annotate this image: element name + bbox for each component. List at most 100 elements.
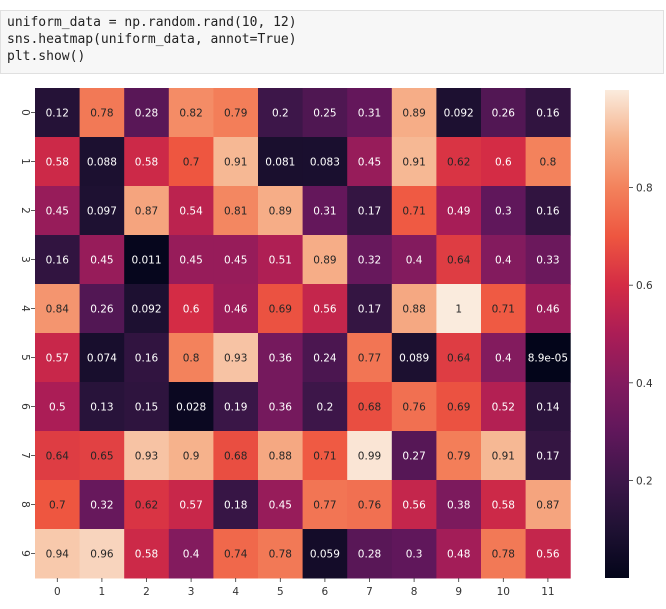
heatmap-cell — [436, 480, 482, 530]
cell-annotation: 0.64 — [46, 451, 70, 463]
cell-annotation: 0.28 — [358, 549, 381, 561]
heatmap-cell — [391, 88, 437, 138]
heatmap-cell — [213, 529, 259, 579]
cell-annotation: 8.9e-05 — [528, 353, 568, 365]
cell-annotation: 0.18 — [224, 500, 247, 512]
cell-annotation: 0.64 — [447, 255, 471, 267]
cell-annotation: 0.78 — [90, 108, 113, 120]
heatmap-cell — [124, 186, 170, 236]
cell-annotation: 0.48 — [447, 549, 470, 561]
heatmap-cell — [35, 529, 81, 579]
heatmap-cell — [168, 235, 214, 285]
cell-annotation: 0.45 — [179, 255, 202, 267]
cell-annotation: 0.32 — [90, 500, 113, 512]
cell-annotation: 0.89 — [313, 255, 336, 267]
cell-annotation: 0.9 — [183, 451, 200, 463]
heatmap-cell — [258, 235, 304, 285]
cell-annotation: 0.78 — [269, 549, 292, 561]
heatmap-cell — [124, 431, 170, 481]
cell-annotation: 0.011 — [131, 255, 161, 267]
cell-annotation: 0.092 — [444, 108, 474, 120]
y-tick-label: 3 — [19, 256, 31, 263]
cell-annotation: 0.16 — [46, 255, 70, 267]
cell-annotation: 0.074 — [87, 353, 117, 365]
heatmap-cell — [347, 431, 393, 481]
cell-annotation: 0.81 — [224, 206, 247, 218]
code-cell[interactable]: uniform_data = np.random.rand(10, 12) sn… — [0, 10, 664, 74]
x-tick-label: 9 — [455, 586, 462, 598]
heatmap-cell — [35, 333, 81, 383]
code-line-2: sns.heatmap(uniform_data, annot=True) — [7, 32, 297, 47]
heatmap-cell — [347, 480, 393, 530]
heatmap-cell — [525, 186, 571, 236]
colorbar — [605, 90, 629, 578]
cell-annotation: 0.71 — [492, 304, 515, 316]
colorbar-tick-label: 0.2 — [636, 475, 653, 487]
cell-annotation: 0.12 — [46, 108, 69, 120]
cell-annotation: 0.089 — [399, 353, 429, 365]
heatmap-cell — [213, 382, 259, 432]
heatmap-cell — [525, 431, 571, 481]
cell-annotation: 0.45 — [46, 206, 69, 218]
heatmap-cell — [525, 333, 571, 383]
x-tick-label: 10 — [497, 586, 510, 598]
heatmap-cell — [347, 186, 393, 236]
heatmap-cell — [302, 88, 348, 138]
cell-annotation: 0.27 — [402, 451, 425, 463]
heatmap-cell — [481, 88, 527, 138]
heatmap-cell — [258, 333, 304, 383]
heatmap-cell — [391, 235, 437, 285]
heatmap-cell — [35, 480, 81, 530]
y-tick-label: 0 — [19, 109, 31, 116]
heatmap-cell — [79, 88, 125, 138]
heatmap-cell — [436, 529, 482, 579]
cell-annotation: 0.6 — [183, 304, 200, 316]
heatmap-cell — [525, 480, 571, 530]
cell-annotation: 0.69 — [447, 402, 470, 414]
cell-annotation: 0.51 — [269, 255, 292, 267]
heatmap-cell — [168, 382, 214, 432]
heatmap-cell — [302, 431, 348, 481]
heatmap-cell — [124, 137, 170, 187]
cell-annotation: 0.71 — [313, 451, 336, 463]
heatmap-cell — [168, 529, 214, 579]
cell-annotation: 0.6 — [495, 157, 512, 169]
cell-annotation: 0.68 — [358, 402, 381, 414]
heatmap-cell — [258, 88, 304, 138]
cell-annotation: 0.45 — [358, 157, 381, 169]
cell-annotation: 0.91 — [224, 157, 247, 169]
colorbar-tick-label: 0.4 — [636, 378, 653, 390]
cell-annotation: 0.58 — [46, 157, 69, 169]
heatmap-cell — [79, 186, 125, 236]
cell-annotation: 0.7 — [49, 500, 66, 512]
cell-annotation: 0.74 — [224, 549, 248, 561]
heatmap-cell — [302, 529, 348, 579]
cell-annotation: 0.028 — [176, 402, 206, 414]
heatmap-cell — [79, 431, 125, 481]
y-tick-label: 4 — [19, 305, 31, 312]
heatmap-cell — [525, 382, 571, 432]
cell-annotation: 0.62 — [447, 157, 470, 169]
cell-annotation: 0.36 — [269, 353, 293, 365]
heatmap-cell — [436, 431, 482, 481]
heatmap-cell — [347, 235, 393, 285]
cell-annotation: 0.57 — [46, 353, 69, 365]
cell-annotation: 0.33 — [536, 255, 559, 267]
heatmap-cell — [436, 88, 482, 138]
cell-annotation: 0.77 — [358, 353, 381, 365]
heatmap-cell — [347, 333, 393, 383]
cell-annotation: 0.19 — [224, 402, 247, 414]
cell-annotation: 0.76 — [358, 500, 382, 512]
cell-annotation: 0.89 — [269, 206, 292, 218]
heatmap-cell — [79, 529, 125, 579]
heatmap-cell — [391, 480, 437, 530]
cell-annotation: 0.36 — [269, 402, 293, 414]
cell-annotation: 0.65 — [90, 451, 113, 463]
cell-annotation: 0.88 — [269, 451, 292, 463]
cell-annotation: 0.58 — [135, 549, 158, 561]
x-tick-label: 0 — [54, 586, 61, 598]
heatmap-cell — [347, 382, 393, 432]
y-tick-label: 5 — [19, 354, 31, 361]
heatmap-cell — [436, 284, 482, 334]
